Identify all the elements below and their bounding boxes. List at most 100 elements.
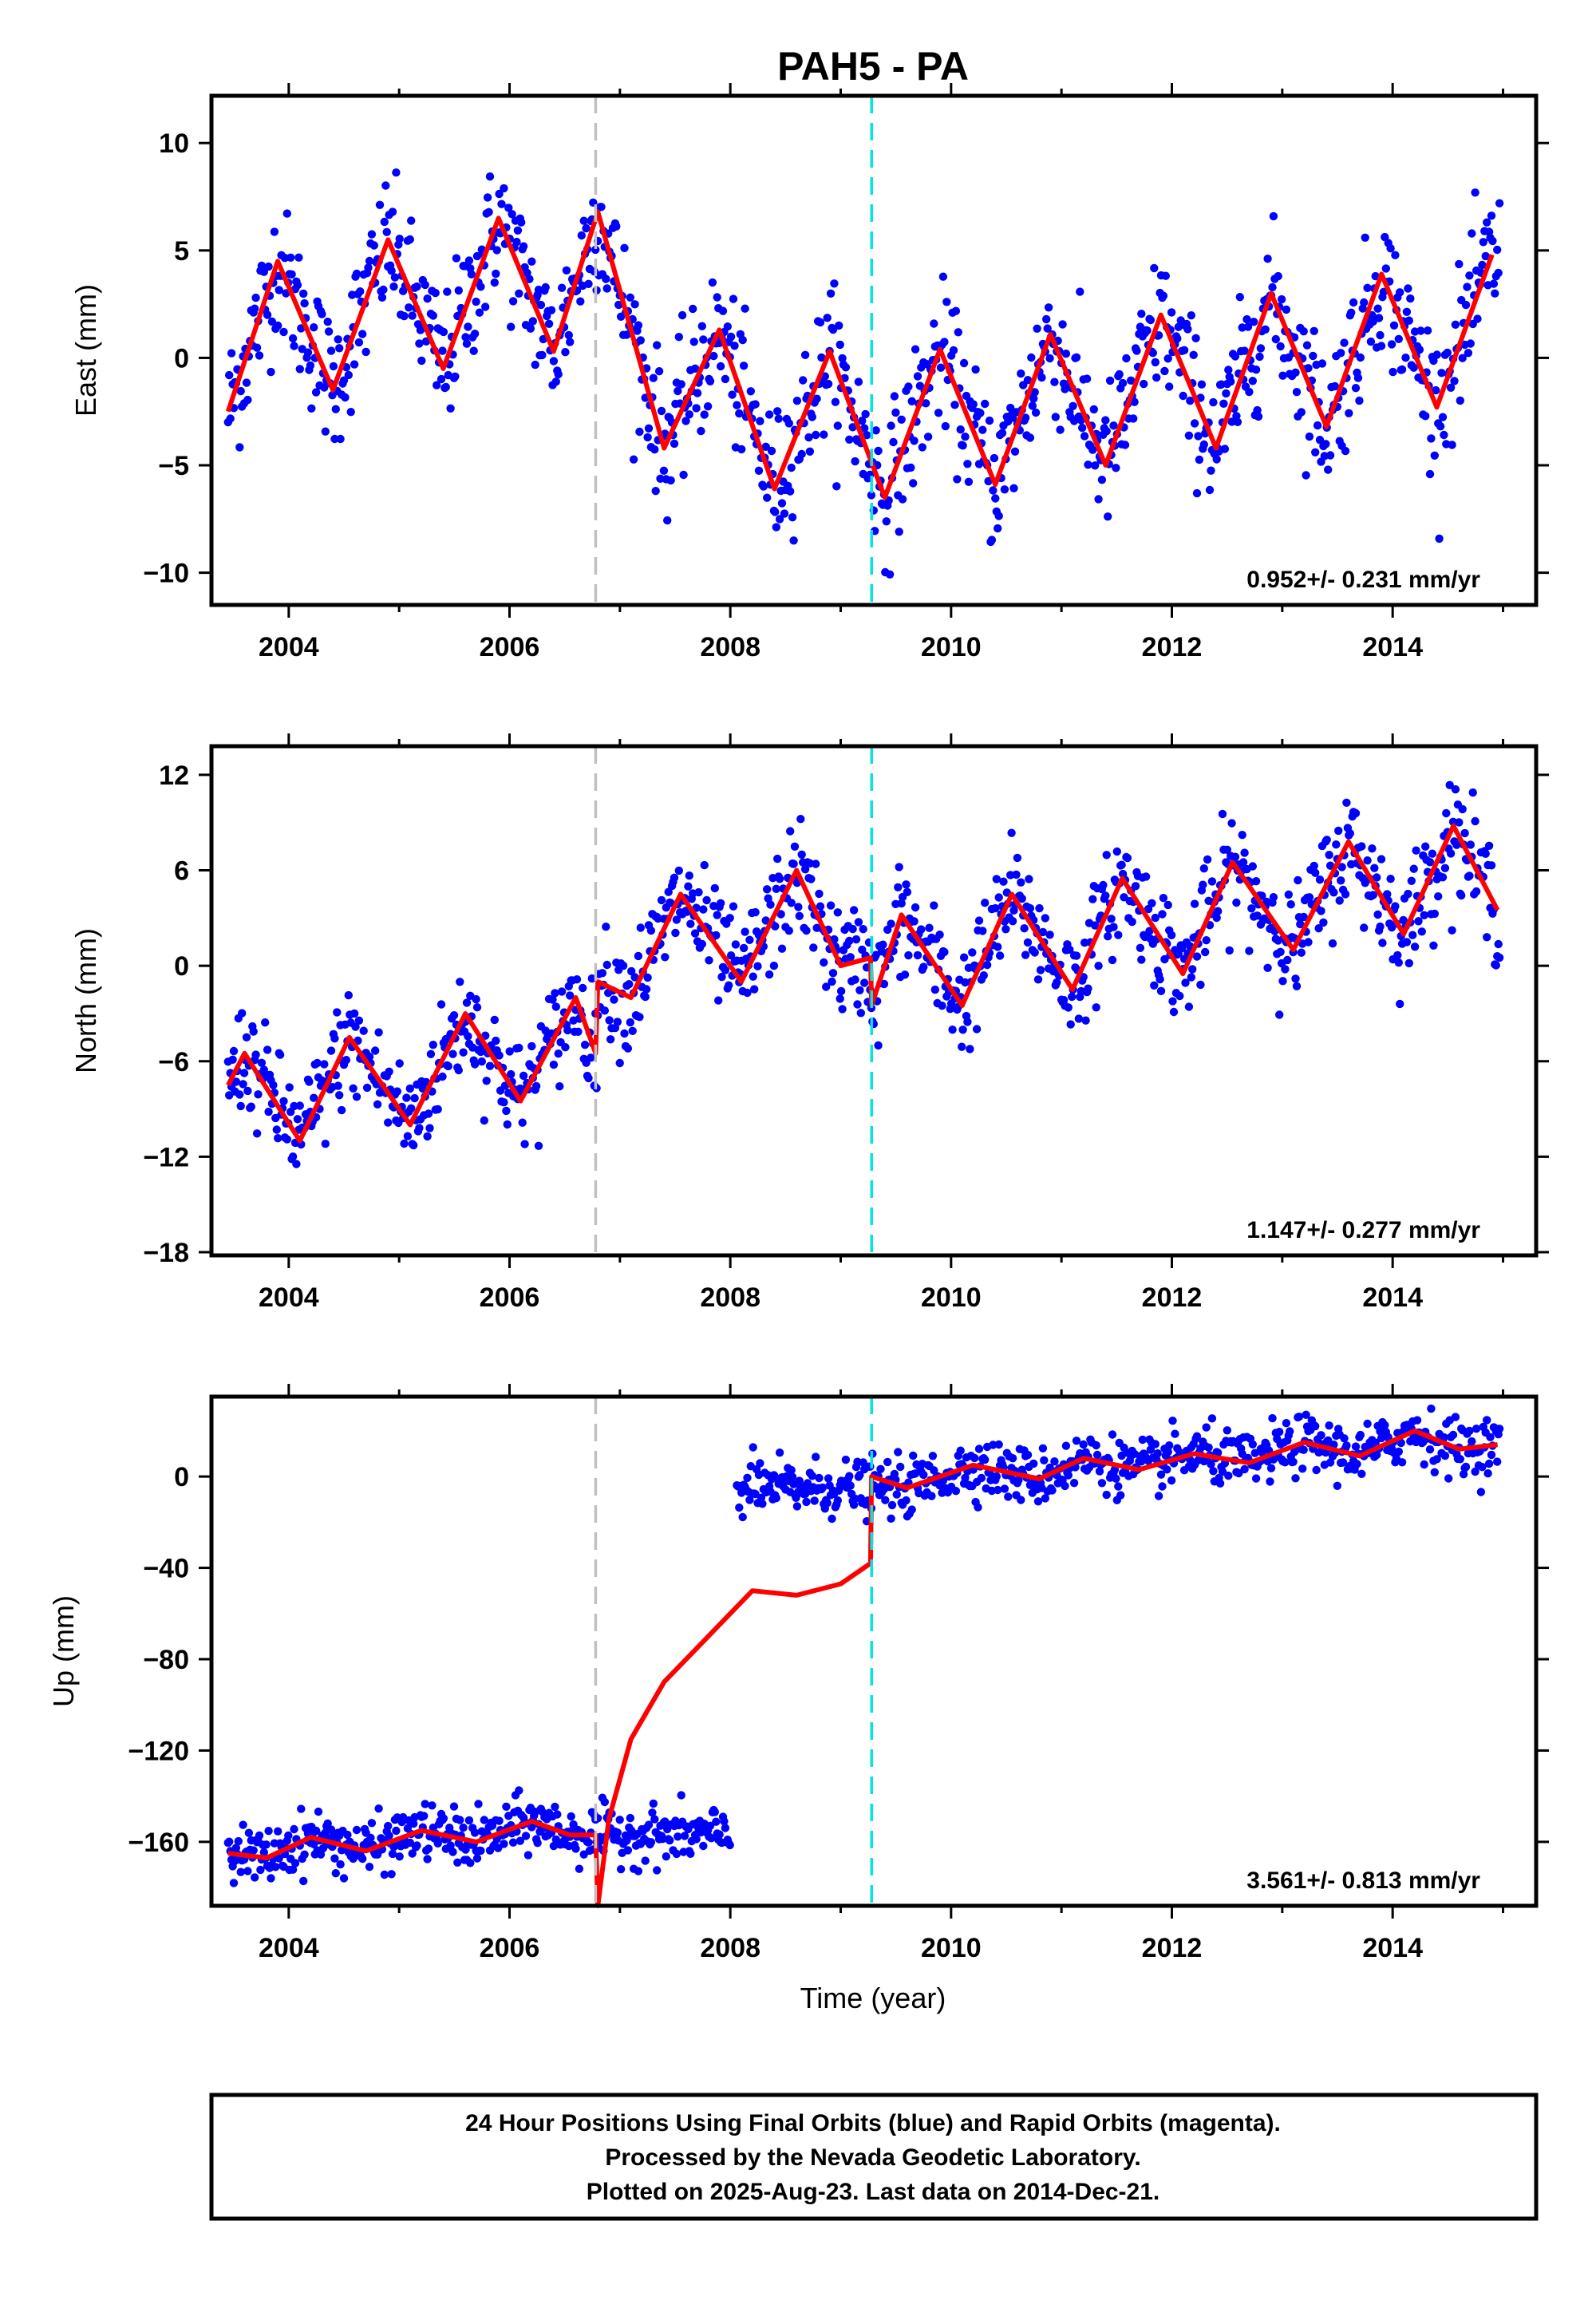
up-point [255,1831,264,1840]
north-point [1066,1020,1075,1029]
east-point [1097,476,1107,484]
up-point [365,1863,374,1871]
up-point [1294,1413,1304,1421]
north-point [913,951,922,960]
north-point [1074,1014,1084,1023]
east-point [1029,394,1038,403]
north-point [721,966,730,974]
north-point [1399,915,1408,925]
up-point [1483,1469,1492,1478]
east-point [1017,369,1025,378]
east-point [1051,413,1061,421]
up-point [392,1826,401,1836]
up-point [680,1832,689,1840]
east-point [978,425,987,434]
east-point [861,409,870,419]
up-point [1289,1457,1298,1467]
east-point [867,491,876,500]
up-point [1250,1448,1259,1457]
east-point [1209,397,1218,407]
north-point [1409,864,1418,873]
north-point [285,1083,294,1092]
north-point [895,863,903,871]
north-point [615,1058,624,1068]
up-point [244,1828,254,1837]
east-point [1305,432,1314,441]
north-point [930,901,938,910]
east-point [1161,271,1171,280]
east-point [236,386,245,396]
east-point [1321,440,1330,449]
footer-box [209,2093,1539,2221]
east-point [1056,425,1065,434]
up-point [1102,1490,1111,1500]
east-point [1179,346,1189,354]
east-point [400,311,409,321]
east-point [1205,485,1215,495]
north-point [1232,898,1241,907]
east-point [330,434,339,444]
east-point [544,319,554,328]
east-point [956,425,965,434]
up-point [907,1505,916,1514]
east-point [1187,311,1196,320]
east-point [836,340,844,350]
up-point [1353,1460,1361,1468]
east-point [998,429,1007,437]
north-point [587,1053,595,1062]
north-point [1386,875,1395,883]
up-point [1014,1476,1023,1484]
north-point [1175,991,1184,1001]
north-point [402,1093,411,1102]
up-point [909,1451,918,1460]
north-point [851,975,859,984]
east-point [1491,289,1499,298]
north-point [1012,870,1021,879]
north-point [438,1072,447,1081]
north-point [784,927,793,935]
up-point [672,1849,681,1859]
east-point [467,270,476,279]
north-point [566,991,575,1000]
north-point [725,914,734,923]
east-point [1031,408,1041,417]
north-point [772,884,780,894]
up-point [459,1823,468,1832]
north-point [807,875,816,883]
up-point [705,1821,715,1830]
up-point [1171,1429,1179,1438]
north-point [623,1044,633,1053]
up-point [623,1846,633,1855]
north-point [1020,924,1029,933]
east-point [1356,353,1365,362]
north-point [726,951,736,960]
east-rate-label: 0.952+/- 0.231 mm/yr [1246,567,1480,593]
north-point [1317,907,1325,915]
north-point [1363,856,1372,865]
east-point [1297,408,1306,417]
east-x-tick-label: 2006 [480,632,540,662]
north-point [1383,890,1392,899]
north-point [292,1160,301,1168]
up-point [299,1876,308,1886]
up-point [1299,1445,1308,1454]
east-point [1448,441,1456,449]
north-point [1299,912,1308,922]
east-point [1494,268,1503,278]
north-point [775,875,784,883]
east-point [775,515,784,524]
east-point [1363,283,1372,292]
up-point [1038,1444,1048,1453]
north-point [978,927,987,935]
up-point [1092,1441,1100,1450]
east-point [1076,287,1084,296]
up-point [388,1849,397,1859]
up-point [1048,1486,1057,1495]
north-point [415,1124,424,1132]
north-point [554,1049,563,1058]
north-point [1345,829,1355,838]
up-point [666,1836,674,1845]
up-point [1325,1458,1335,1467]
east-point [255,351,264,360]
north-point [1377,855,1386,864]
